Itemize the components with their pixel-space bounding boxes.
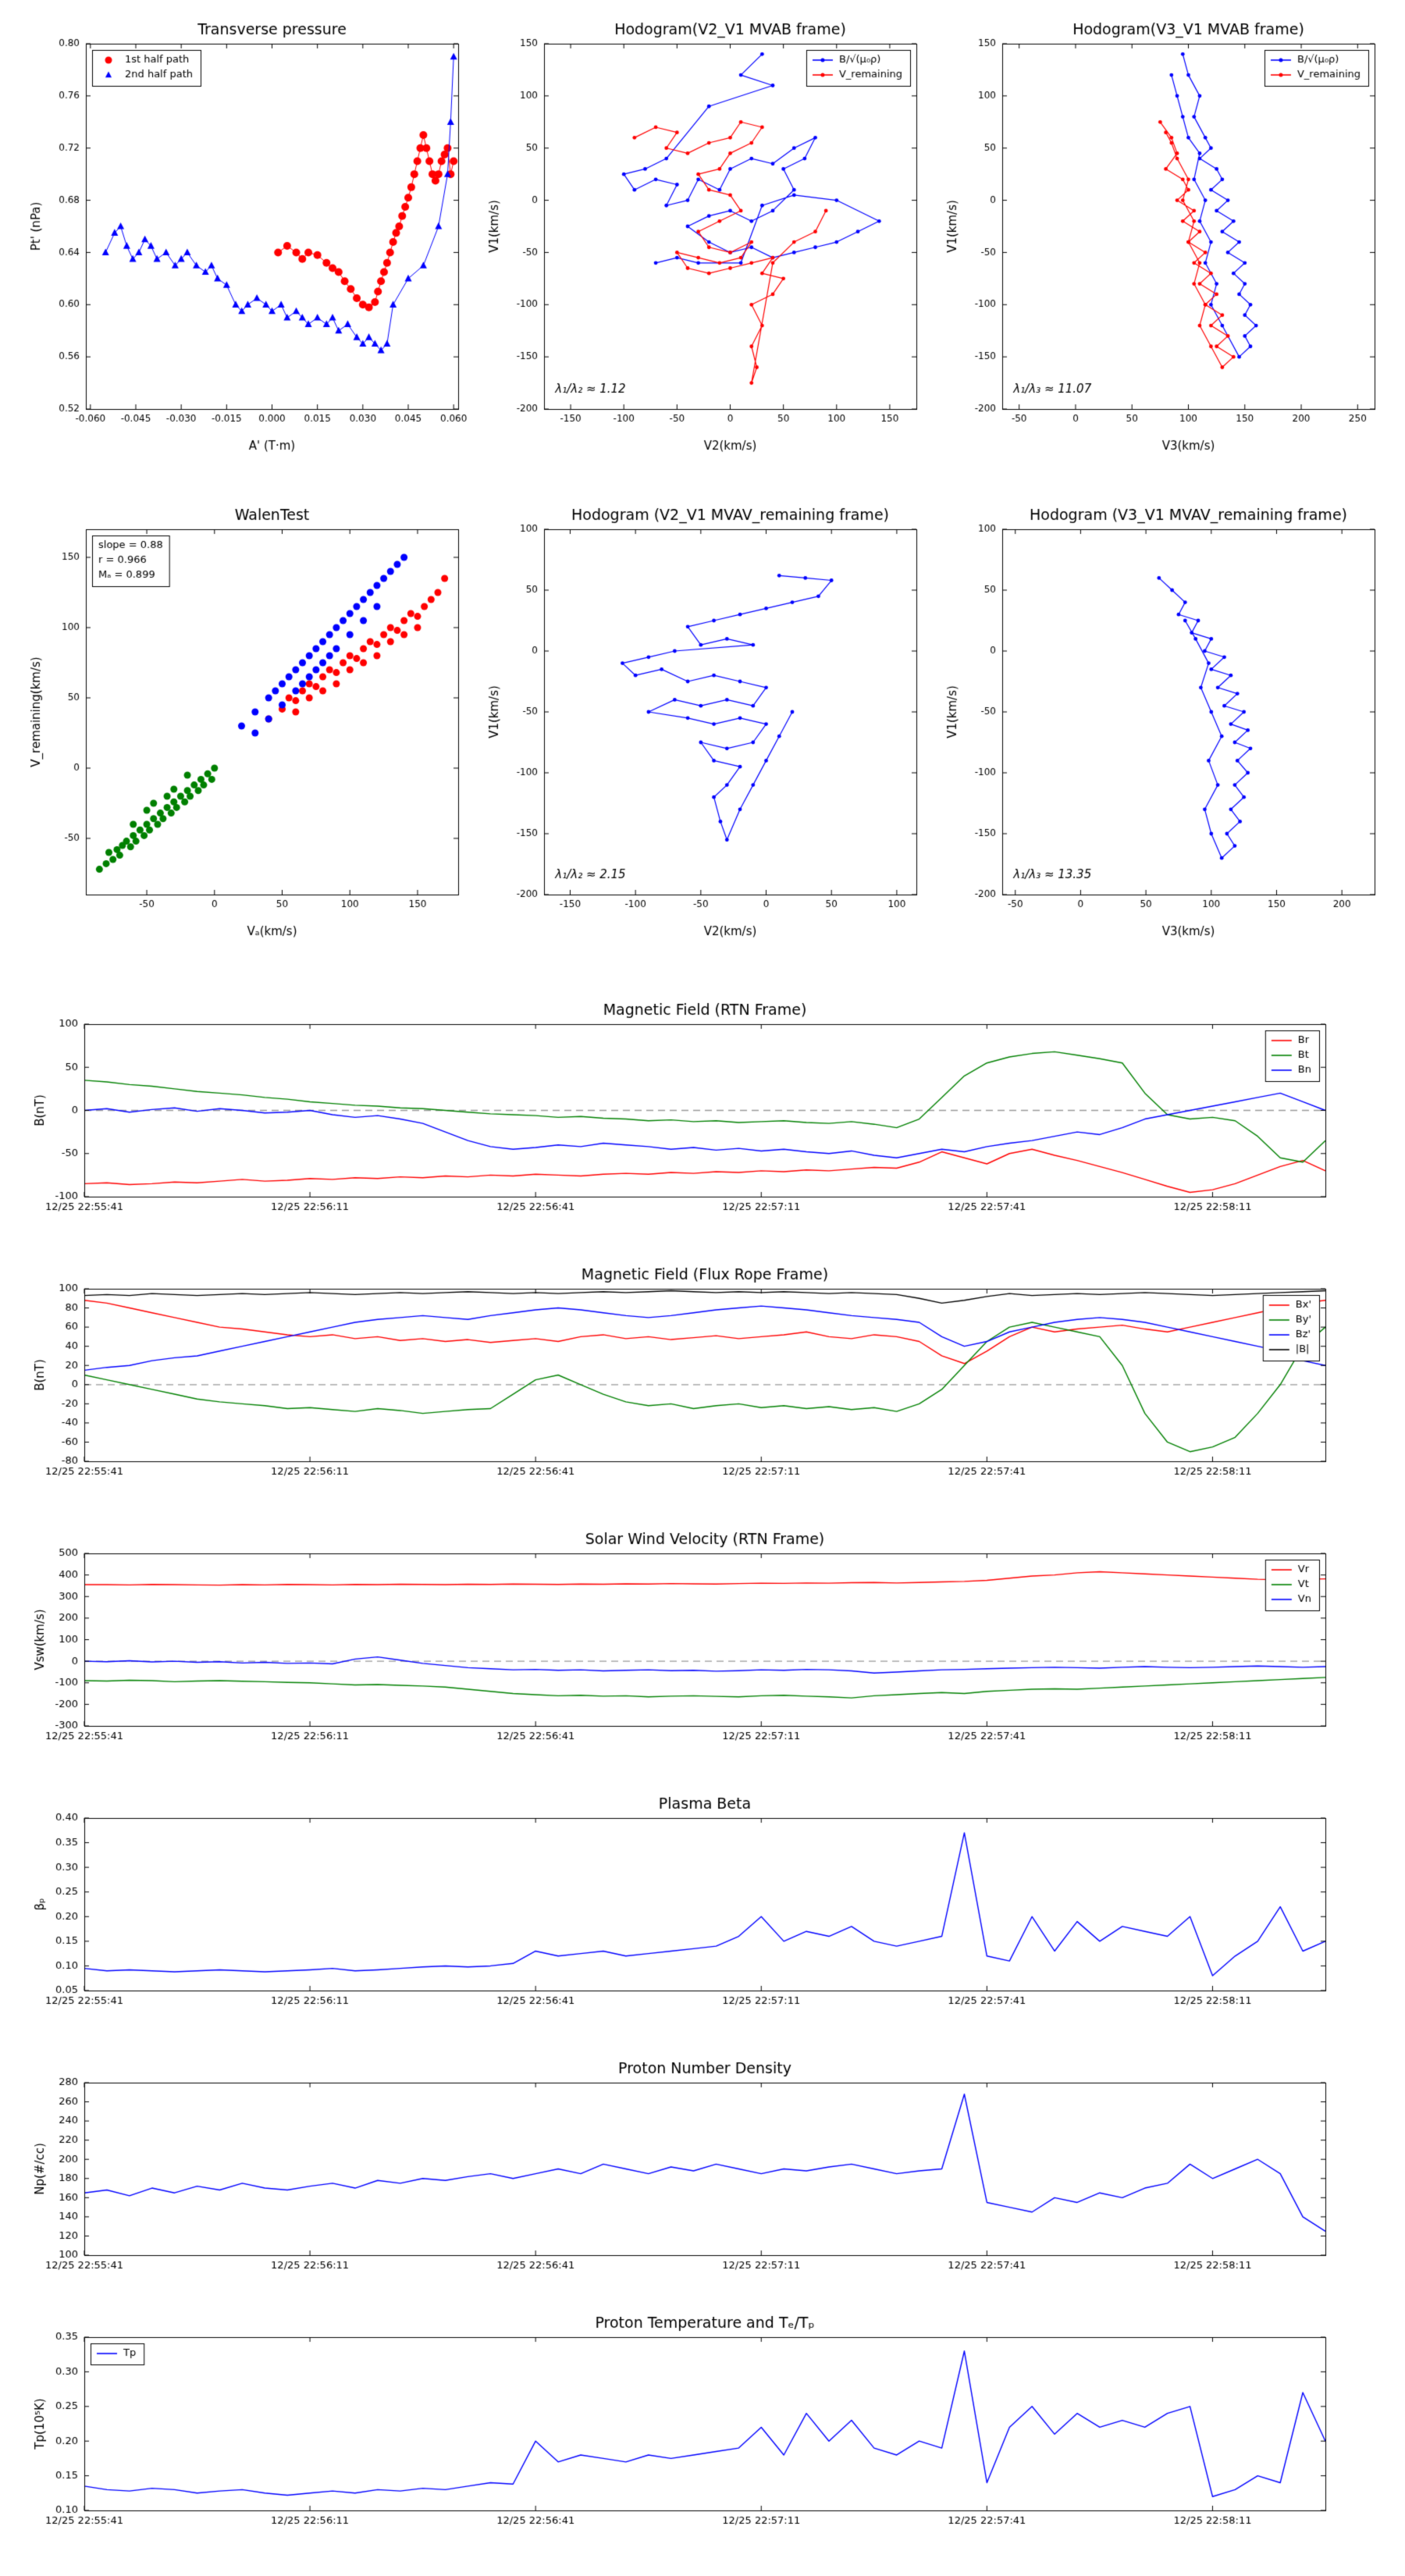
solar-wind-velocity-panel [23,1524,1382,1762]
proton-number-density-panel [23,2053,1382,2291]
hodogram-v2v1-mvav-chart [478,495,930,957]
proton-temperature-panel [23,2307,1382,2549]
magnetic-field-fluxrope-panel [23,1259,1382,1497]
walen-test-chart [20,495,472,957]
magnetic-field-rtn-panel [23,994,1382,1233]
hodogram-v3v1-mvab-chart [936,9,1389,471]
transverse-pressure-chart [20,9,472,471]
plasma-beta-panel [23,1788,1382,2026]
hodogram-v3v1-mvav-chart [936,495,1389,957]
hodogram-v2v1-mvab-chart [478,9,930,471]
